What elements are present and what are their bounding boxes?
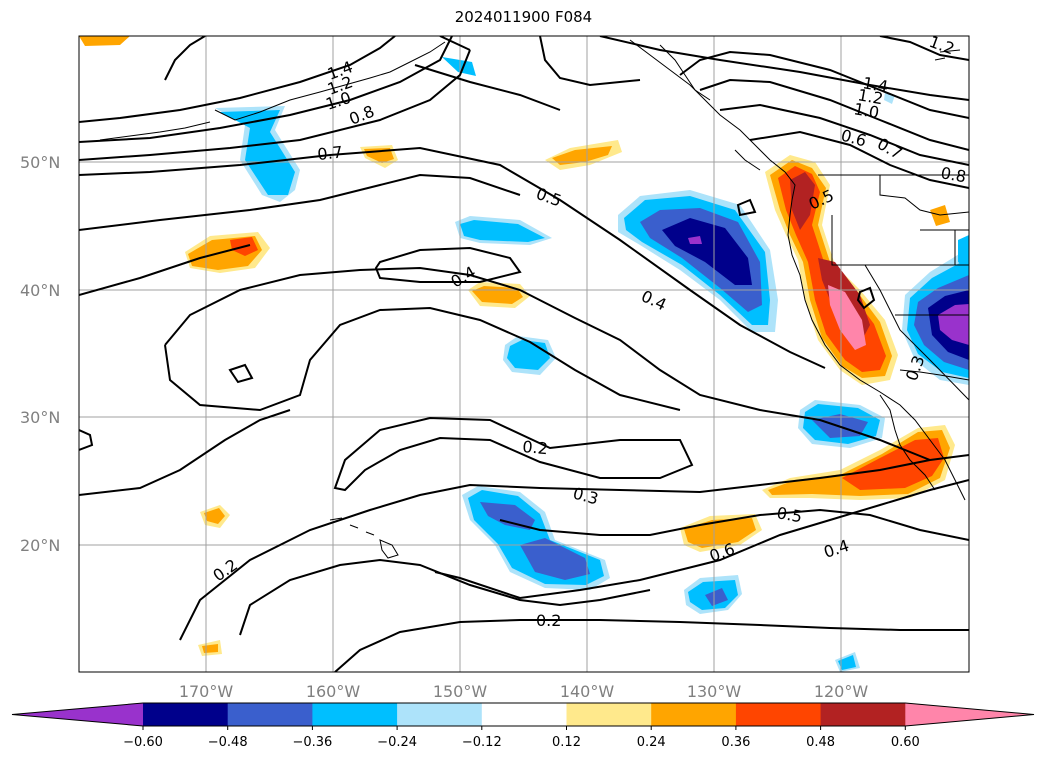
contour-label: 0.8: [939, 163, 967, 186]
colorbar-tick-label: −0.60: [123, 735, 163, 750]
contour-label: 0.2: [536, 611, 561, 630]
contour-label: 0.6: [839, 126, 869, 151]
contour-label: 0.3: [571, 484, 601, 509]
graticule: [79, 36, 969, 672]
contour-label: 1.4: [861, 73, 889, 96]
colorbar-extend-max: [905, 703, 1034, 726]
colorbar-segment: [820, 703, 906, 726]
colorbar-segment: [397, 703, 483, 726]
lon-label: 140°W: [560, 682, 615, 701]
contour-lines: [79, 36, 969, 672]
colorbar-tick-label: −0.48: [208, 735, 248, 750]
lon-label: 150°W: [433, 682, 488, 701]
contour-label: 0.2: [209, 555, 241, 585]
shaded-anomalies: [79, 36, 969, 672]
lat-label: 50°N: [20, 153, 60, 172]
contour-label: 0.2: [522, 437, 549, 458]
colorbar-tick-label: −0.12: [462, 735, 502, 750]
lon-label: 170°W: [179, 682, 234, 701]
lon-label: 130°W: [687, 682, 742, 701]
colorbar: −0.60 −0.48 −0.36 −0.24 −0.12 0.12 0.24 0.36 0.4…: [11, 702, 1035, 750]
colorbar-segment: [481, 703, 567, 726]
lat-label: 30°N: [20, 408, 60, 427]
lon-label: 160°W: [306, 682, 361, 701]
contour-label: 1.0: [852, 99, 880, 122]
colorbar-segment: [143, 703, 229, 726]
contour-label: 0.7: [316, 142, 343, 164]
colorbar-tick-label: −0.36: [292, 735, 332, 750]
colorbar-segment: [227, 703, 313, 726]
lat-label: 20°N: [20, 536, 60, 555]
map-frame: [78, 35, 970, 673]
map-title: 2024011900 F084: [454, 8, 593, 26]
lon-label: 120°W: [814, 682, 869, 701]
colorbar-tick-label: 0.36: [721, 735, 750, 750]
contour-label: 0.5: [775, 503, 803, 526]
longitude-labels: 170°W 160°W 150°W 140°W 130°W 120°W: [179, 682, 869, 701]
colorbar-segment: [566, 703, 652, 726]
colorbar-tick-label: 0.60: [891, 735, 920, 750]
map-area: 1.4 1.2 1.0 0.8 0.7 0.5 0.4 0.4 0.2 0.3 …: [79, 36, 969, 672]
lat-label: 40°N: [20, 281, 60, 300]
colorbar-segment: [312, 703, 398, 726]
contour-label: 0.5: [534, 184, 564, 211]
contour-label: 0.4: [821, 536, 851, 562]
colorbar-extend-min: [12, 703, 143, 726]
colorbar-tick-label: −0.24: [377, 735, 417, 750]
colorbar-segment: [735, 703, 822, 726]
contour-label: 1.2: [856, 85, 884, 108]
latitude-labels: 50°N 40°N 30°N 20°N: [20, 153, 60, 555]
colorbar-tick-label: 0.24: [637, 735, 666, 750]
coastlines: [99, 39, 969, 559]
colorbar-tick-label: 0.12: [552, 735, 581, 750]
contour-label: 0.4: [638, 286, 669, 314]
colorbar-segment: [651, 703, 737, 726]
colorbar-tick-label: 0.48: [806, 735, 835, 750]
